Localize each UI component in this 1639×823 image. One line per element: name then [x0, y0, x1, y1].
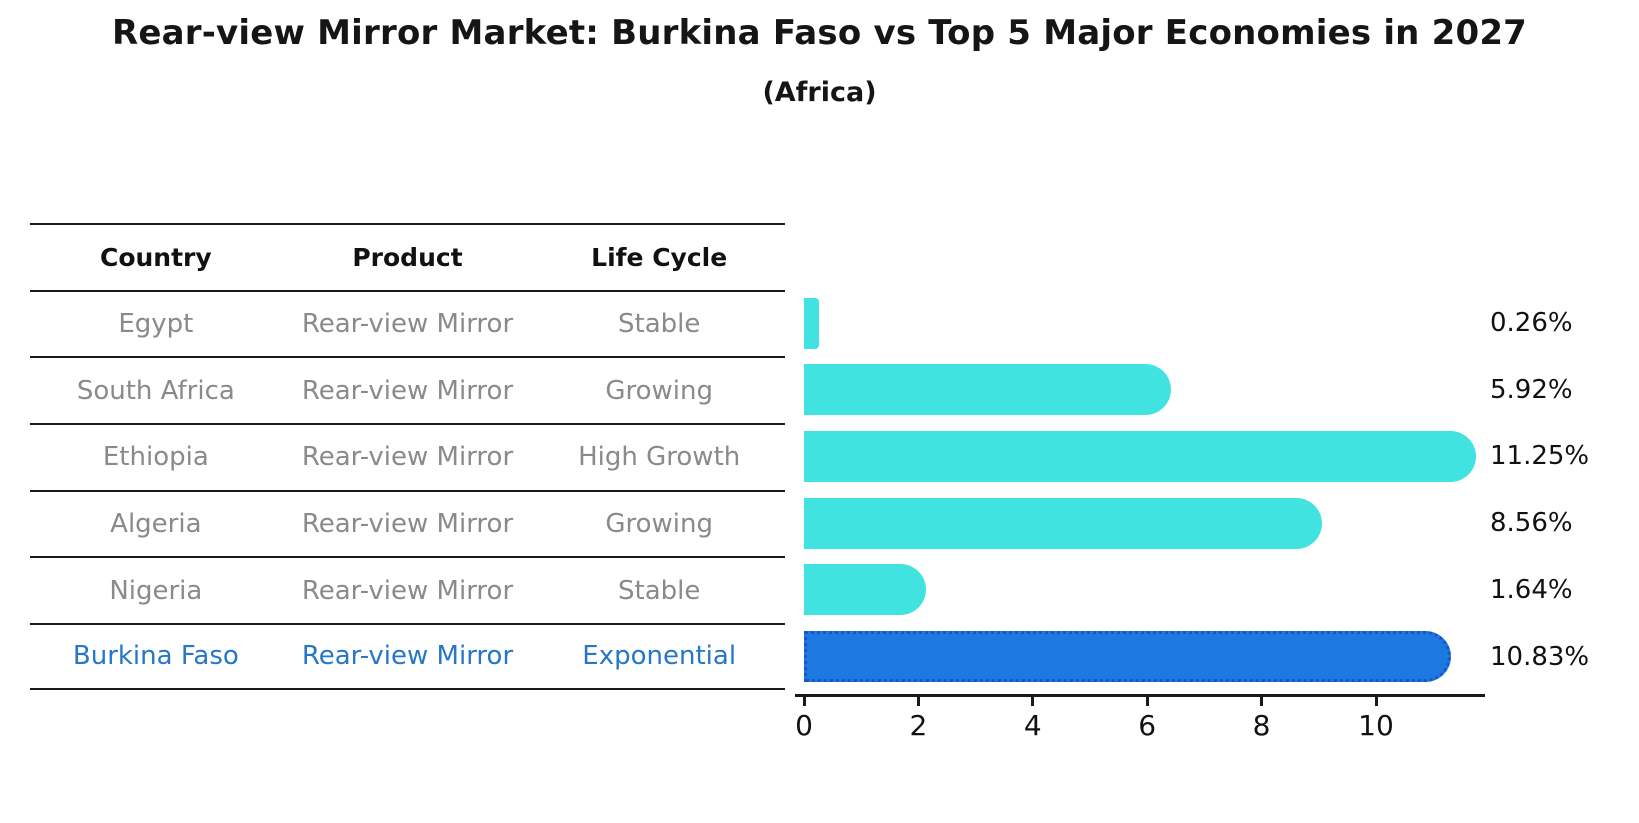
value-label: 5.92%	[1490, 374, 1573, 405]
table-row-highlight: Burkina Faso Rear-view Mirror Exponential	[30, 623, 785, 690]
x-axis-tick-label: 6	[1138, 709, 1157, 742]
table-row-cell-0: Ethiopia	[102, 442, 209, 473]
value-label: 10.83%	[1490, 641, 1590, 672]
table-row-cell-2: Growing	[605, 509, 713, 540]
table-header-row: Country Product Life Cycle	[30, 223, 785, 290]
table-row-cell-0: Algeria	[110, 509, 202, 540]
x-axis-tick-label: 10	[1358, 709, 1394, 742]
value-label: 11.25%	[1490, 441, 1590, 472]
x-axis-tick	[1374, 697, 1378, 706]
table-row-highlight-cell-1: Rear-view Mirror	[301, 641, 514, 672]
table-row: Nigeria Rear-view Mirror Stable	[30, 556, 785, 623]
table-row-cell-2: Stable	[618, 575, 701, 606]
table-row-cell-1: Rear-view Mirror	[301, 309, 514, 340]
chart-title: Rear-view Mirror Market: Burkina Faso vs…	[111, 13, 1528, 53]
table-row-cell-1: Rear-view Mirror	[301, 442, 514, 473]
table-header-row-cell-1: Product	[352, 242, 463, 272]
table-row: South Africa Rear-view Mirror Growing	[30, 356, 785, 423]
x-axis-tick	[1260, 697, 1264, 706]
table-row-cell-2: Growing	[605, 375, 713, 406]
table-row-cell-1: Rear-view Mirror	[301, 509, 514, 540]
bar	[804, 297, 819, 349]
table-row: Ethiopia Rear-view Mirror High Growth	[30, 423, 785, 490]
table-row: Egypt Rear-view Mirror Stable	[30, 289, 785, 357]
table-row: Algeria Rear-view Mirror Growing	[30, 489, 785, 557]
x-axis-tick-label: 2	[909, 709, 928, 742]
table-row-highlight-cell-0: Burkina Faso	[72, 641, 239, 672]
table-row-cell-1: Rear-view Mirror	[301, 375, 514, 406]
table-header-row-cell-0: Country	[99, 242, 212, 272]
bar	[804, 364, 1171, 416]
bar-highlight	[804, 631, 1452, 683]
table-header-row-cell-2: Life Cycle	[591, 242, 728, 272]
x-axis-tick	[802, 697, 806, 706]
x-axis-tick-label: 4	[1023, 709, 1042, 742]
x-axis-tick-label: 8	[1252, 709, 1271, 742]
comparison-table: Country Product Life Cycle Egypt Rear-view M…	[30, 223, 785, 690]
table-row-cell-1: Rear-view Mirror	[301, 575, 514, 606]
table-row-highlight-cell-2: Exponential	[582, 641, 737, 672]
table-row-cell-2: Stable	[618, 309, 701, 340]
value-label: 8.56%	[1490, 508, 1573, 539]
table-row-cell-0: Egypt	[118, 309, 194, 340]
value-label: 1.64%	[1490, 574, 1573, 605]
x-axis-tick	[1031, 697, 1035, 706]
x-axis-tick-label: 0	[795, 709, 813, 742]
bar	[804, 430, 1476, 482]
table-row-cell-0: South Africa	[76, 375, 235, 406]
x-axis-tick	[1145, 697, 1149, 706]
value-label: 0.26%	[1490, 308, 1573, 339]
table-row-cell-2: High Growth	[578, 442, 741, 473]
chart-subtitle: (Africa)	[762, 77, 877, 108]
table-row-cell-0: Nigeria	[109, 575, 203, 606]
x-axis	[795, 694, 1485, 697]
bar	[804, 497, 1322, 549]
x-axis-tick	[916, 697, 920, 706]
bar	[804, 564, 926, 616]
